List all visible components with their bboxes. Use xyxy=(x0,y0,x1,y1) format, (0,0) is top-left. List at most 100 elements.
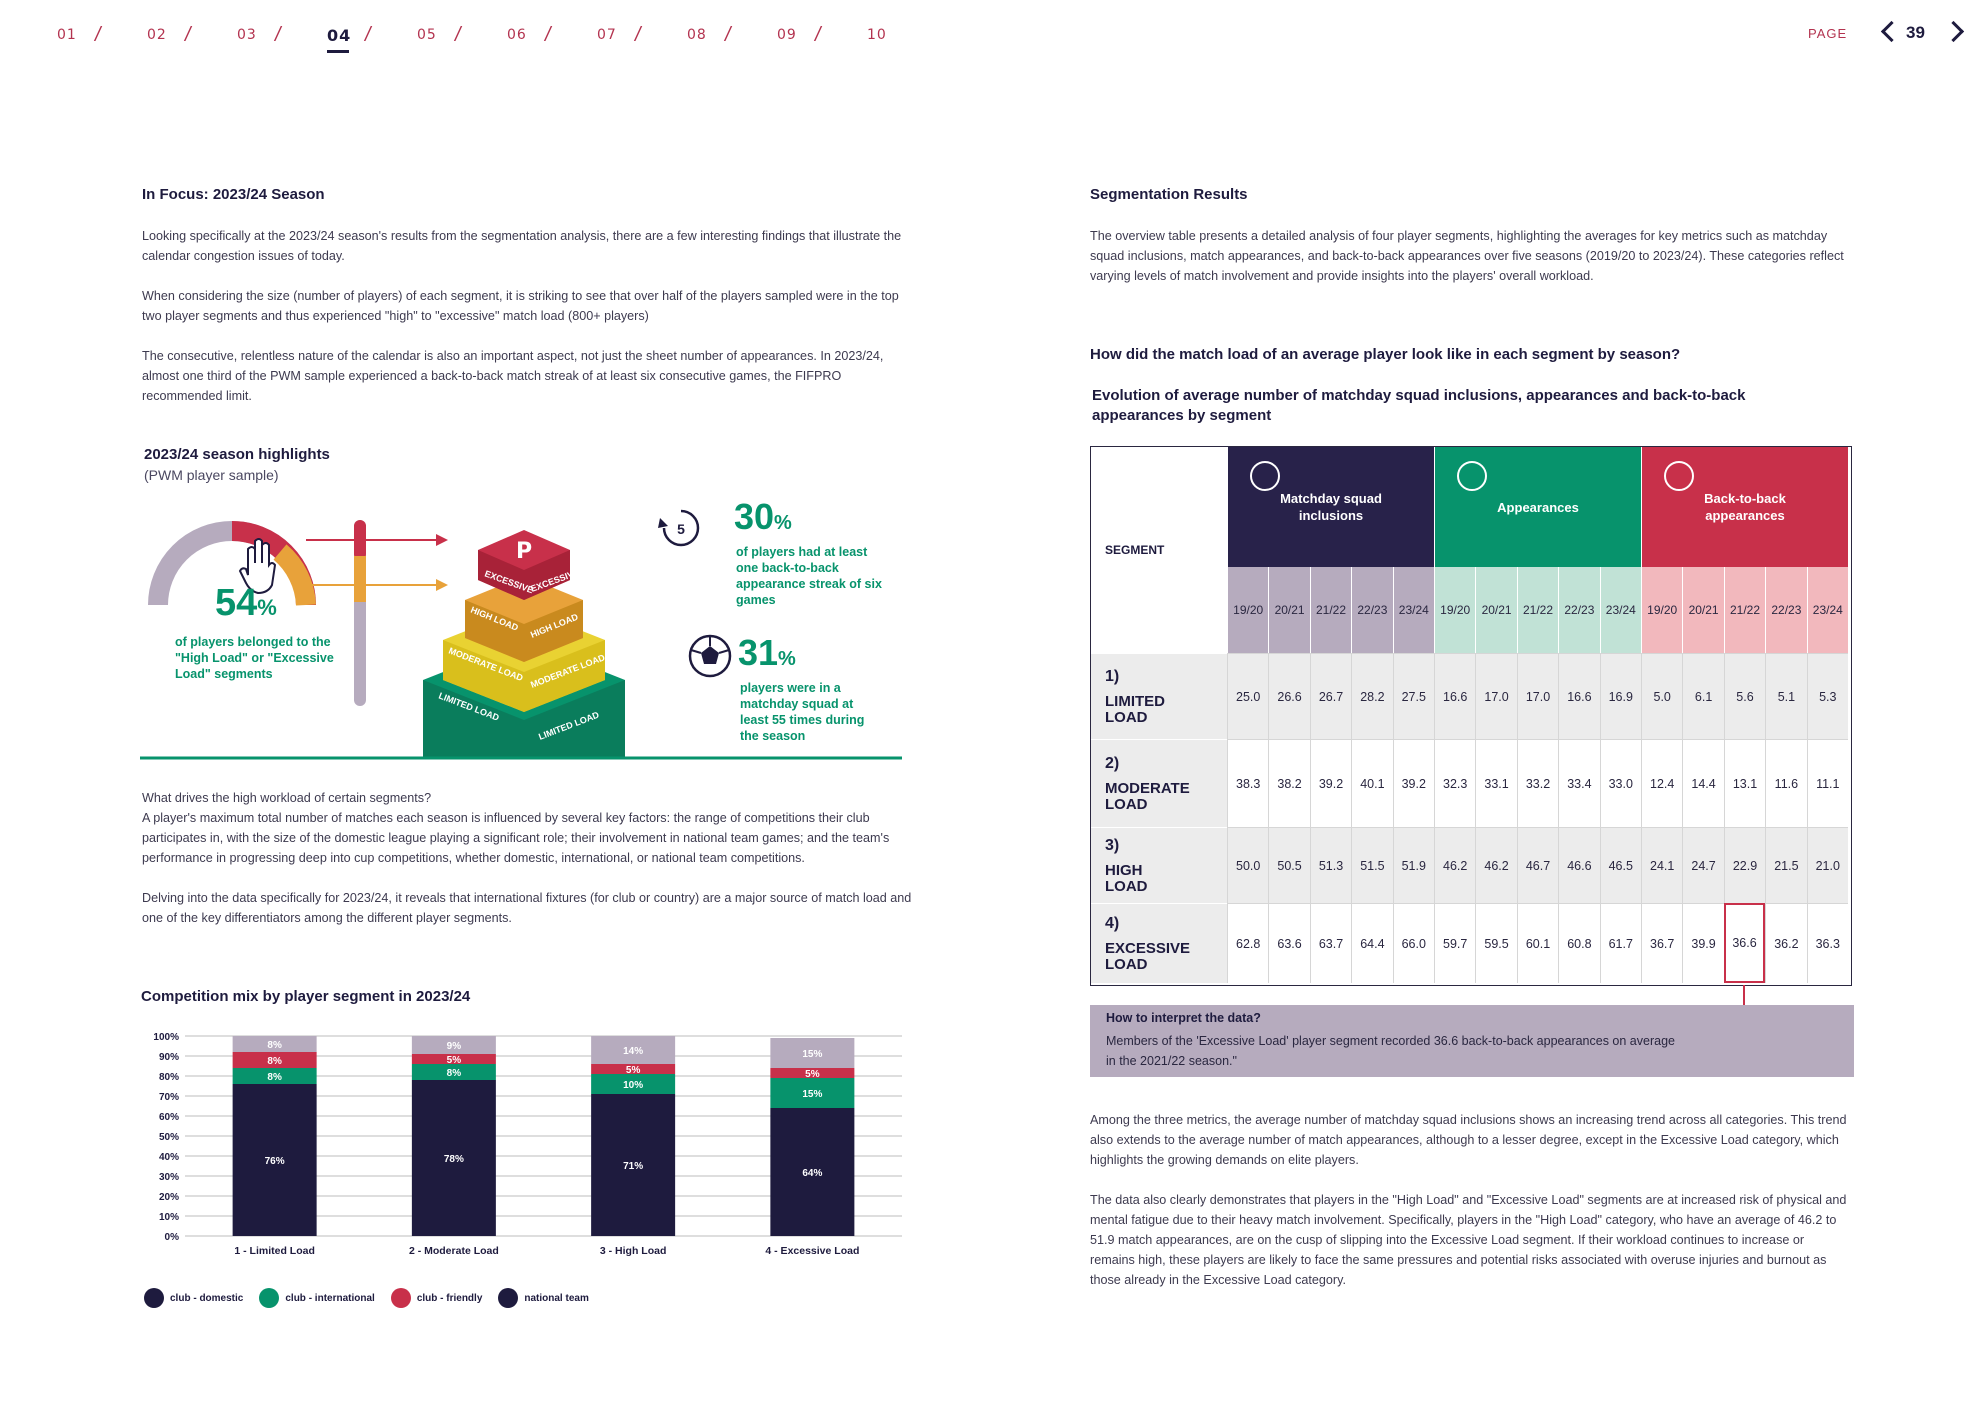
season-header: 19/20 xyxy=(1641,567,1683,653)
table-cell: 64.4 xyxy=(1351,903,1393,983)
table-cell: 24.7 xyxy=(1682,827,1724,903)
chapter-link[interactable]: 03 xyxy=(237,27,257,43)
data-label: 8% xyxy=(267,1072,282,1083)
season-header: 23/24 xyxy=(1806,567,1848,653)
data-label: 15% xyxy=(802,1049,822,1060)
season-header: 21/22 xyxy=(1516,567,1559,653)
bar-segment xyxy=(591,1074,676,1094)
data-label: 8% xyxy=(267,1040,282,1051)
x-tick-label: 2 - Moderate Load xyxy=(409,1245,499,1257)
load-pyramid: P xyxy=(423,530,625,758)
table-cell: 26.6 xyxy=(1268,653,1310,739)
legend-item: club - friendly xyxy=(390,1288,482,1308)
season-header: 20/21 xyxy=(1682,567,1724,653)
chapter-link[interactable]: 02 xyxy=(147,27,167,43)
table-cell: 28.2 xyxy=(1351,653,1393,739)
paragraph: When considering the size (number of pla… xyxy=(142,289,899,323)
football-icon xyxy=(1250,461,1280,491)
segment-row-label: 4) EXCESSIVE LOAD xyxy=(1091,903,1227,983)
paragraph: What drives the high workload of certain… xyxy=(142,791,432,805)
season-header: 22/23 xyxy=(1558,567,1600,653)
bar-segment xyxy=(411,1036,496,1054)
highlights-infographic: P EXCESSIVE EXCESSIVE HIGH LOAD HIGH LOA… xyxy=(140,509,902,760)
legend-item: club - domestic xyxy=(144,1288,243,1308)
bar-segment xyxy=(591,1064,676,1074)
stat2-value: 30% xyxy=(734,496,792,537)
table-cell: 50.0 xyxy=(1227,827,1269,903)
segment-table: SEGMENT Matchday squad inclusions 19/20 20/… xyxy=(1090,446,1852,986)
chapter-link[interactable]: 04 xyxy=(327,26,365,53)
segment-number: 3) xyxy=(1105,836,1120,854)
prev-page-icon[interactable] xyxy=(1880,20,1903,43)
table-cell: 33.1 xyxy=(1475,739,1517,827)
chapter-link[interactable]: 10 xyxy=(867,27,887,43)
data-label: 76% xyxy=(265,1156,285,1167)
bar-segment xyxy=(591,1036,676,1064)
stat2-text: of players had at least one back-to-back… xyxy=(736,545,882,607)
table-cell: 17.0 xyxy=(1516,653,1559,739)
table-cell: 16.6 xyxy=(1434,653,1476,739)
football-icon xyxy=(688,634,732,678)
table-cell: 39.2 xyxy=(1392,739,1434,827)
data-label: 8% xyxy=(447,1068,462,1079)
bar-segment xyxy=(770,1078,855,1108)
highlighted-cell: 36.6 xyxy=(1723,903,1766,983)
nav-separator: / xyxy=(365,23,371,46)
bar-segment xyxy=(232,1084,317,1236)
question-heading: How did the match load of an average pla… xyxy=(1090,346,1681,363)
table-cell: 5.3 xyxy=(1806,653,1848,739)
segment-name: HIGH LOAD xyxy=(1105,861,1148,895)
legend-swatch xyxy=(259,1288,280,1308)
chapter-link[interactable]: 06 xyxy=(507,27,527,43)
legend-swatch xyxy=(144,1288,164,1308)
chart-legend: club - domestic club - international club … xyxy=(144,1288,605,1308)
bar-segment xyxy=(770,1038,855,1068)
x-tick-label: 3 - High Load xyxy=(600,1245,667,1257)
segment-name: EXCESSIVE LOAD xyxy=(1105,939,1191,973)
season-header: 23/24 xyxy=(1599,567,1641,653)
segment-name: LIMITED LOAD xyxy=(1105,692,1165,726)
y-tick-label: 70% xyxy=(159,1092,179,1103)
segmentation-text: The overview table presents a detailed a… xyxy=(1090,229,1844,283)
data-label: 5% xyxy=(447,1055,462,1066)
y-tick-label: 50% xyxy=(159,1132,179,1143)
season-header: 20/21 xyxy=(1475,567,1517,653)
nav-separator: / xyxy=(545,23,551,46)
y-tick-label: 0% xyxy=(165,1232,180,1243)
x-tick-label: 1 - Limited Load xyxy=(234,1245,315,1257)
chapter-link[interactable]: 07 xyxy=(597,27,617,43)
interpretation-text: Members of the 'Excessive Load' player s… xyxy=(1106,1034,1675,1068)
chapter-link[interactable]: 08 xyxy=(687,27,707,43)
nav-separator: / xyxy=(185,23,191,46)
bar-segment xyxy=(770,1068,855,1078)
table-cell: 33.0 xyxy=(1599,739,1641,827)
data-label: 71% xyxy=(623,1161,643,1172)
table-cell: 25.0 xyxy=(1227,653,1269,739)
table-cell: 36.2 xyxy=(1765,903,1807,983)
table-cell: 40.1 xyxy=(1351,739,1393,827)
y-tick-label: 20% xyxy=(159,1192,179,1203)
page-label: PAGE xyxy=(1808,26,1848,41)
next-page-icon[interactable] xyxy=(1942,20,1965,43)
season-header: 20/21 xyxy=(1268,567,1310,653)
hand-icon xyxy=(238,538,277,595)
interpretation-box: How to interpret the data? Members of th… xyxy=(1090,1005,1854,1077)
segmentation-title: Segmentation Results xyxy=(1090,186,1248,203)
competition-mix-chart: 100% 90% 80% 70% 60% 50% 40% 30% 20% 10% 0% 76% 8% 8%… xyxy=(153,1032,902,1257)
segment-number: 1) xyxy=(1105,667,1120,685)
table-title: Evolution of average number of matchday … xyxy=(1092,387,1746,424)
data-label: 10% xyxy=(623,1080,643,1091)
chapter-link[interactable]: 09 xyxy=(777,27,797,43)
chapter-link[interactable]: 05 xyxy=(417,27,437,43)
table-cell: 6.1 xyxy=(1682,653,1724,739)
nav-separator: / xyxy=(95,23,101,46)
chapter-nav: 01/02/03/04/05/06/07/08/09/10 xyxy=(57,20,905,53)
table-cell: 46.2 xyxy=(1475,827,1517,903)
legend-swatch xyxy=(390,1288,411,1308)
paragraph: Looking specifically at the 2023/24 seas… xyxy=(142,229,902,263)
table-cell: 13.1 xyxy=(1723,739,1766,827)
table-cell: 17.0 xyxy=(1475,653,1517,739)
table-cell: 14.4 xyxy=(1682,739,1724,827)
table-cell: 46.5 xyxy=(1599,827,1641,903)
chapter-link[interactable]: 01 xyxy=(57,27,77,43)
